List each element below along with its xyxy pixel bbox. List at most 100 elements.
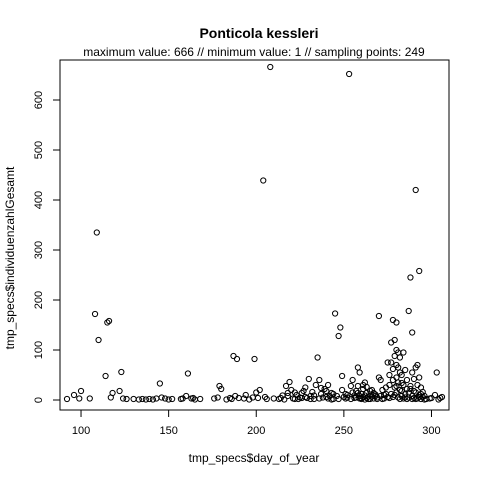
- data-point: [375, 312, 383, 320]
- x-tick-label: 100: [72, 425, 90, 437]
- data-point: [409, 369, 416, 376]
- data-point: [95, 336, 102, 344]
- data-point: [346, 70, 353, 78]
- data-point: [405, 389, 412, 396]
- data-point: [323, 387, 330, 395]
- data-point: [416, 267, 423, 275]
- data-point: [158, 394, 165, 401]
- plot-frame: [59, 59, 450, 411]
- data-point: [402, 366, 409, 374]
- data-point: [400, 349, 407, 356]
- data-point: [76, 395, 83, 402]
- data-point: [410, 375, 418, 383]
- data-point: [433, 369, 440, 376]
- chart-subtitle: maximum value: 666 // minimum value: 1 /…: [83, 45, 425, 59]
- data-point: [412, 186, 419, 194]
- data-point: [342, 390, 349, 398]
- data-point: [123, 395, 130, 403]
- data-point: [284, 392, 291, 400]
- data-point: [149, 396, 156, 403]
- data-point: [298, 394, 305, 402]
- data-point: [316, 376, 323, 384]
- data-point: [384, 359, 391, 366]
- data-point: [389, 393, 397, 401]
- data-point: [396, 354, 404, 361]
- data-point: [347, 382, 354, 390]
- data-point: [70, 391, 78, 399]
- x-tick-label: 250: [335, 425, 353, 437]
- data-point: [337, 324, 344, 331]
- data-point: [431, 391, 439, 399]
- data-point: [317, 384, 325, 392]
- data-point: [395, 364, 402, 371]
- data-point: [230, 352, 237, 360]
- data-point: [135, 396, 142, 403]
- data-point: [368, 386, 376, 394]
- data-point: [402, 394, 409, 401]
- data-point: [324, 381, 332, 389]
- axes: 100 150 200 250 300 0 100 200 300 400 500 600: [33, 91, 441, 437]
- data-point: [153, 395, 160, 402]
- data-point: [354, 382, 361, 390]
- y-tick-label: 200: [33, 291, 45, 309]
- data-point: [118, 368, 125, 376]
- data-point: [218, 385, 225, 393]
- y-tick-label: 400: [33, 191, 45, 209]
- data-point: [409, 329, 416, 336]
- data-point: [414, 381, 421, 389]
- data-point: [330, 390, 337, 398]
- data-point: [86, 395, 93, 402]
- data-point: [309, 388, 316, 396]
- data-point: [416, 374, 423, 381]
- data-point: [256, 386, 263, 394]
- data-point: [251, 355, 258, 363]
- data-point: [293, 391, 300, 399]
- data-point: [169, 395, 176, 403]
- data-point: [344, 394, 351, 401]
- data-point: [356, 369, 363, 376]
- data-point: [302, 393, 309, 401]
- data-point: [405, 307, 412, 315]
- data-point: [277, 394, 284, 402]
- data-point: [398, 379, 405, 387]
- chart-title: Ponticola kessleri: [199, 25, 318, 41]
- data-point: [307, 395, 314, 403]
- data-point: [139, 395, 146, 403]
- data-point: [365, 393, 372, 400]
- data-point: [363, 383, 370, 391]
- data-point: [63, 395, 71, 403]
- data-point: [393, 382, 400, 390]
- data-point: [372, 392, 379, 400]
- y-axis-label: tmp_specs$individuenzahlGesamt: [3, 166, 17, 349]
- data-point: [416, 393, 423, 401]
- data-point: [310, 392, 318, 399]
- data-point: [323, 393, 330, 401]
- data-point: [354, 389, 361, 397]
- data-point: [328, 396, 335, 403]
- data-point: [197, 395, 204, 403]
- data-point: [130, 395, 137, 403]
- data-point: [165, 396, 172, 403]
- data-point: [233, 355, 241, 363]
- data-point: [414, 361, 421, 369]
- data-point: [146, 395, 153, 403]
- y-tick-label: 0: [33, 397, 45, 403]
- x-tick-label: 200: [247, 425, 265, 437]
- data-point: [142, 396, 149, 403]
- y-tick-label: 300: [33, 241, 45, 259]
- data-point: [305, 375, 312, 383]
- x-tick-label: 150: [159, 425, 177, 437]
- data-point: [419, 388, 426, 396]
- data-point: [407, 274, 414, 281]
- data-point: [119, 395, 127, 402]
- data-point: [316, 395, 323, 402]
- data-point: [335, 395, 342, 403]
- data-point: [270, 395, 277, 402]
- data-point: [104, 319, 111, 326]
- data-point: [382, 384, 390, 391]
- data-point: [409, 395, 416, 403]
- x-axis-label: tmp_specs$day_of_year: [189, 451, 320, 465]
- y-tick-label: 500: [33, 141, 45, 159]
- data-point: [312, 381, 319, 389]
- data-point: [398, 371, 405, 379]
